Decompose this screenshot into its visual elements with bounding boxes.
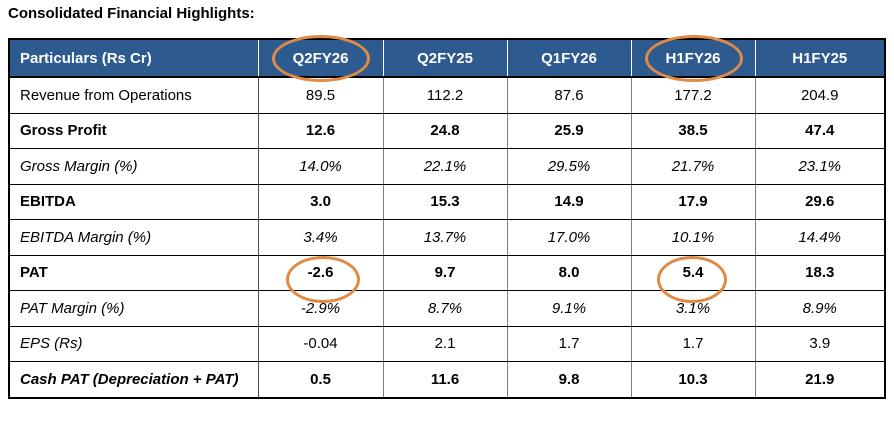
- table-cell: 25.9: [506, 113, 631, 149]
- table-cell: 13.7%: [382, 219, 507, 256]
- table-cell: 10.1%: [630, 219, 755, 256]
- table-cell: -2.9%: [257, 290, 383, 327]
- column-header-h1fy25: H1FY25: [754, 39, 885, 78]
- row-label: EBITDA Margin (%): [9, 219, 258, 256]
- table-cell: 15.3: [382, 184, 507, 220]
- table-cell: 8.7%: [382, 290, 507, 327]
- column-header-h1fy26: H1FY26: [630, 39, 755, 78]
- table-row-eps: EPS (Rs) -0.04 2.1 1.7 1.7 3.9: [9, 326, 885, 362]
- table-row-pat: PAT -2.6 9.7 8.0 5.4 18.3: [9, 255, 885, 291]
- table-cell: 3.4%: [257, 219, 383, 256]
- row-label: EBITDA: [9, 184, 258, 220]
- table-cell: 3.9: [754, 326, 885, 362]
- table-cell: 0.5: [257, 361, 383, 398]
- row-label: Revenue from Operations: [9, 77, 258, 114]
- row-label: PAT: [9, 255, 258, 291]
- table-cell: 29.5%: [506, 148, 631, 185]
- table-cell: 12.6: [257, 113, 383, 149]
- table-cell: 9.7: [382, 255, 507, 291]
- table-cell: 9.1%: [506, 290, 631, 327]
- table-cell: 87.6: [506, 77, 631, 114]
- table-cell: 204.9: [754, 77, 885, 114]
- table-cell: 23.1%: [754, 148, 885, 185]
- table-row-ebitda-margin: EBITDA Margin (%) 3.4% 13.7% 17.0% 10.1%…: [9, 219, 885, 256]
- table-cell: -0.04: [257, 326, 383, 362]
- table-cell: 8.9%: [754, 290, 885, 327]
- table-cell: 3.0: [257, 184, 383, 220]
- table-cell: 10.3: [630, 361, 755, 398]
- table-cell: 17.0%: [506, 219, 631, 256]
- table-row-pat-margin: PAT Margin (%) -2.9% 8.7% 9.1% 3.1% 8.9%: [9, 290, 885, 327]
- table-cell: 9.8: [506, 361, 631, 398]
- column-header-particulars: Particulars (Rs Cr): [9, 39, 258, 78]
- table-cell: 112.2: [382, 77, 507, 114]
- table-header: Particulars (Rs Cr) Q2FY26 Q2FY25 Q1FY26…: [9, 39, 885, 78]
- table-cell: 2.1: [382, 326, 507, 362]
- table-cell: 47.4: [754, 113, 885, 149]
- row-label: Gross Margin (%): [9, 148, 258, 185]
- table-cell: 8.0: [506, 255, 631, 291]
- row-label: EPS (Rs): [9, 326, 258, 362]
- table-row-cash-pat: Cash PAT (Depreciation + PAT) 0.5 11.6 9…: [9, 361, 885, 398]
- table-cell: 1.7: [630, 326, 755, 362]
- table-cell-pat-h1fy26: 5.4: [630, 255, 755, 291]
- table-cell: 38.5: [630, 113, 755, 149]
- table-cell: 21.7%: [630, 148, 755, 185]
- table-cell: 29.6: [754, 184, 885, 220]
- row-label: Cash PAT (Depreciation + PAT): [9, 361, 258, 398]
- table-cell: 14.0%: [257, 148, 383, 185]
- table-cell: 1.7: [506, 326, 631, 362]
- table-cell: 18.3: [754, 255, 885, 291]
- table-cell: 21.9: [754, 361, 885, 398]
- column-header-q2fy26: Q2FY26: [257, 39, 383, 78]
- column-header-q2fy25: Q2FY25: [382, 39, 507, 78]
- row-label: PAT Margin (%): [9, 290, 258, 327]
- table-cell: 177.2: [630, 77, 755, 114]
- table-cell: 89.5: [257, 77, 383, 114]
- page-title: Consolidated Financial Highlights:: [8, 5, 255, 22]
- table-body: Revenue from Operations 89.5 112.2 87.6 …: [9, 77, 885, 398]
- table-row-gross-margin: Gross Margin (%) 14.0% 22.1% 29.5% 21.7%…: [9, 148, 885, 185]
- table-cell: 17.9: [630, 184, 755, 220]
- table-row-ebitda: EBITDA 3.0 15.3 14.9 17.9 29.6: [9, 184, 885, 220]
- table-cell-pat-q2fy26: -2.6: [257, 255, 383, 291]
- table-cell: 14.9: [506, 184, 631, 220]
- table-cell: 22.1%: [382, 148, 507, 185]
- table-cell: 14.4%: [754, 219, 885, 256]
- table-row-revenue: Revenue from Operations 89.5 112.2 87.6 …: [9, 77, 885, 114]
- header-row: Particulars (Rs Cr) Q2FY26 Q2FY25 Q1FY26…: [9, 39, 885, 78]
- financial-highlights-table: Particulars (Rs Cr) Q2FY26 Q2FY25 Q1FY26…: [8, 38, 886, 399]
- table-cell: 24.8: [382, 113, 507, 149]
- table-cell: 3.1%: [630, 290, 755, 327]
- column-header-q1fy26: Q1FY26: [506, 39, 631, 78]
- table-cell: 11.6: [382, 361, 507, 398]
- table-row-gross-profit: Gross Profit 12.6 24.8 25.9 38.5 47.4: [9, 113, 885, 149]
- row-label: Gross Profit: [9, 113, 258, 149]
